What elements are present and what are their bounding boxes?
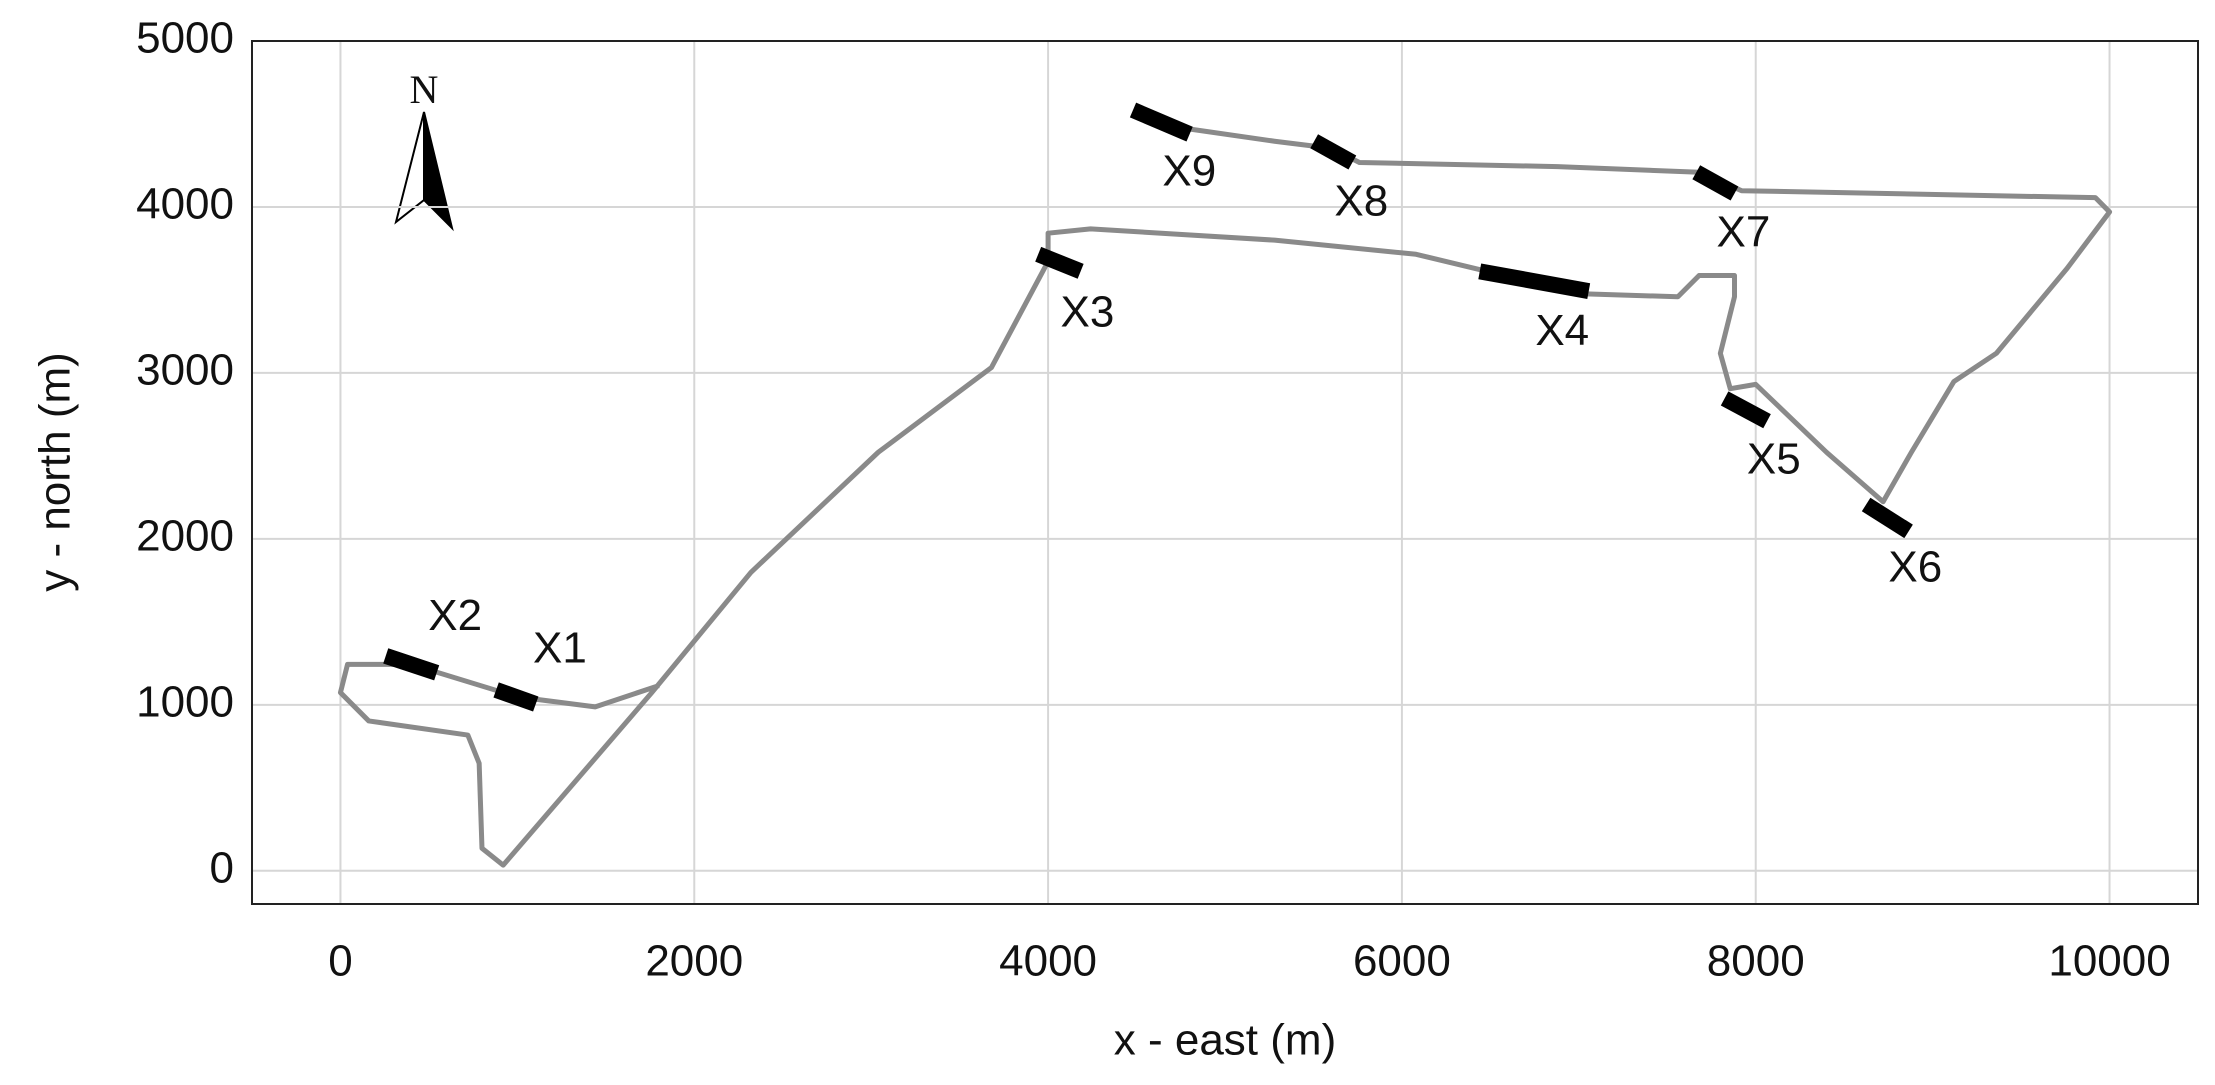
segment-marker [1129,102,1193,142]
y-tick-label: 1000 [136,677,234,726]
x-tick-label: 2000 [645,937,743,986]
segment-label: X4 [1535,306,1589,355]
x-tick-label: 4000 [999,937,1097,986]
segment-label: X3 [1060,287,1114,336]
x-tick-label: 6000 [1353,937,1451,986]
segment-label: X8 [1334,176,1388,225]
north-arrow-left [394,111,425,225]
segment-marker [1720,391,1771,429]
plot-frame [251,40,2199,905]
segment-label: X6 [1888,543,1942,592]
x-tick-label: 10000 [2048,937,2170,986]
segment-marker [1035,246,1084,279]
y-tick-label: 5000 [136,14,234,63]
y-tick-label: 4000 [136,180,234,229]
segment-marker [1310,134,1357,170]
north-arrow-right [423,111,454,232]
segment-label: X9 [1162,147,1216,196]
x-tick-label: 8000 [1707,937,1805,986]
segment-marker [1692,165,1739,201]
y-tick-label: 3000 [136,346,234,395]
segment-marker [1861,497,1913,539]
y-axis-label: y - north (m) [31,352,80,592]
trajectory [337,110,2113,868]
segment-marker [1478,263,1591,299]
north-arrow: N [394,67,454,232]
x-axis-label: x - east (m) [1114,1016,1336,1065]
north-label: N [410,67,439,112]
segment-marker [493,682,539,712]
segment-label: X7 [1716,208,1770,257]
segment-label: X5 [1747,434,1801,483]
segment-label: X2 [428,591,482,640]
segment-label: X1 [533,624,587,673]
y-tick-label: 2000 [136,512,234,561]
y-tick-label: 0 [210,843,234,892]
segment-marker [383,648,440,681]
x-tick-label: 0 [328,937,352,986]
